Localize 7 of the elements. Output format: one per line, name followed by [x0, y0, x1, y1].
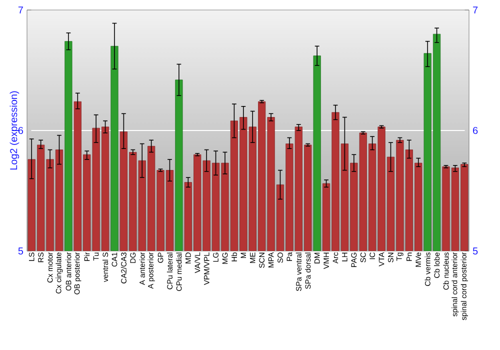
y2-tick-label: 6 — [473, 126, 478, 134]
y2-tick-label: 5 — [472, 248, 478, 254]
y-tick-label: 5 — [18, 248, 24, 254]
y-tick-label: 7 — [18, 6, 23, 14]
y-axis-title: Log2 (expression) — [10, 91, 20, 170]
y2-tick-label: 7 — [473, 6, 478, 14]
y-tick-label: 6 — [18, 126, 24, 134]
